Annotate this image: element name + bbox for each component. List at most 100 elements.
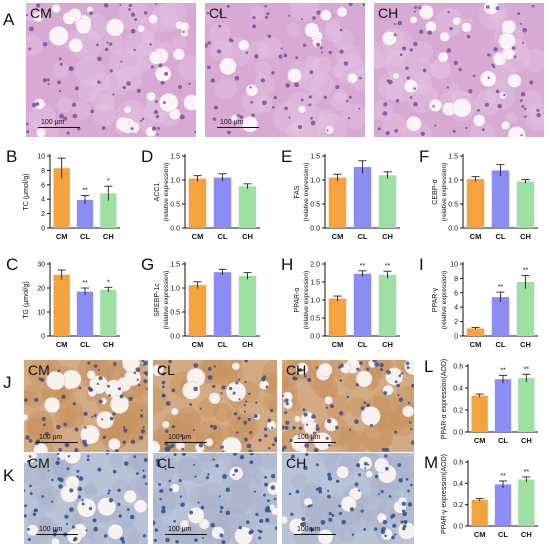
nucleus [153, 109, 159, 115]
tissue-shading [201, 360, 225, 379]
y-axis-label: PPAR-α [294, 288, 301, 313]
significance-mark: ** [82, 188, 88, 195]
nucleus [76, 475, 79, 478]
nucleus [264, 4, 268, 8]
nucleus [284, 106, 288, 111]
bar-cl [491, 297, 510, 336]
tissue-shading [374, 51, 385, 70]
nucleus [278, 54, 283, 59]
nucleus [384, 454, 388, 458]
nucleus [199, 407, 202, 410]
nucleus [315, 463, 319, 467]
nucleus [466, 34, 471, 39]
tissue-shading [178, 456, 202, 481]
nucleus [348, 428, 352, 431]
significance-mark: ** [500, 367, 506, 374]
nucleus [265, 385, 269, 389]
nucleus [310, 504, 313, 507]
lipid-vacuole [318, 362, 333, 378]
nucleus [93, 526, 98, 532]
lipid-vacuole [123, 106, 132, 114]
nucleus [243, 420, 248, 425]
nucleus [267, 499, 270, 503]
x-tick-label: CH [103, 340, 114, 349]
tissue-shading [343, 507, 362, 526]
nucleus [140, 409, 143, 412]
nucleus [77, 486, 83, 492]
panel-letter-f: F [419, 147, 429, 166]
tissue-shading [64, 408, 85, 429]
nucleus [349, 507, 355, 512]
nucleus [419, 29, 424, 34]
nucleus [255, 401, 258, 404]
nucleus [26, 460, 30, 463]
nucleus [420, 131, 426, 137]
significance-mark: ** [524, 469, 530, 476]
nucleus [272, 443, 276, 447]
tissue-shading [241, 512, 259, 531]
nucleus [405, 477, 409, 481]
tissue-shading [434, 7, 464, 37]
nucleus [150, 65, 154, 69]
nucleus [356, 367, 360, 371]
nucleus [161, 509, 166, 514]
tissue-shading [255, 453, 277, 470]
tissue-background [153, 360, 277, 452]
nucleus [46, 78, 50, 82]
nucleus [103, 534, 108, 538]
nucleus [236, 431, 239, 434]
nucleus [468, 89, 473, 94]
chart-d: D 0.0 0.5 1.0 1.5 ACC1 (relative expression) CM… [141, 147, 260, 241]
tissue-shading [112, 410, 135, 433]
tissue-shading [89, 526, 107, 544]
lipid-vacuole [26, 524, 39, 537]
tissue-shading [384, 72, 415, 103]
nucleus [245, 51, 249, 54]
panel-letter-e: E [281, 147, 292, 166]
nucleus [218, 24, 222, 28]
nucleus [452, 129, 456, 133]
panel-letter-k: K [3, 466, 15, 485]
nucleus [295, 489, 300, 494]
nucleus [269, 408, 274, 413]
tissue-shading [127, 530, 146, 544]
ihc-label-ch: CH [286, 455, 307, 471]
he-label-cm: CM [30, 5, 52, 21]
he-tissue-cl [205, 3, 365, 137]
lipid-vacuole [461, 22, 472, 33]
x-tick-label: CM [192, 340, 204, 349]
nucleus [245, 400, 248, 403]
nucleus [221, 540, 226, 544]
tissue-shading [282, 374, 291, 389]
nucleus [97, 368, 100, 371]
lipid-vacuole [418, 4, 434, 20]
bar-cl [494, 484, 512, 526]
tissue-shading [187, 410, 202, 426]
nucleus [87, 455, 90, 458]
panel-letter-b: B [6, 147, 17, 166]
tissue-shading [529, 110, 544, 126]
tissue-shading [134, 59, 149, 74]
nucleus [130, 12, 136, 17]
nucleus [97, 56, 102, 62]
nucleus [120, 536, 125, 542]
nucleus [156, 462, 161, 467]
tissue-shading [92, 103, 117, 127]
y-tick-label: 1.5 [448, 154, 458, 161]
tissue-shading [172, 35, 187, 50]
nucleus [302, 408, 306, 412]
nucleus [219, 533, 224, 538]
nucleus [380, 489, 384, 494]
tissue-shading [195, 453, 216, 463]
tissue-shading [333, 89, 348, 104]
nucleus [133, 371, 137, 375]
ihc-g-image-ch: CH 100 μm [282, 453, 414, 544]
nucleus [117, 488, 121, 492]
lipid-vacuole [347, 72, 358, 84]
lipid-vacuole [402, 405, 414, 418]
nucleus [158, 63, 163, 68]
nucleus [298, 426, 303, 431]
nucleus [158, 483, 162, 487]
nucleus [162, 101, 166, 105]
he-image-cl: CL 100 μm [205, 3, 365, 137]
